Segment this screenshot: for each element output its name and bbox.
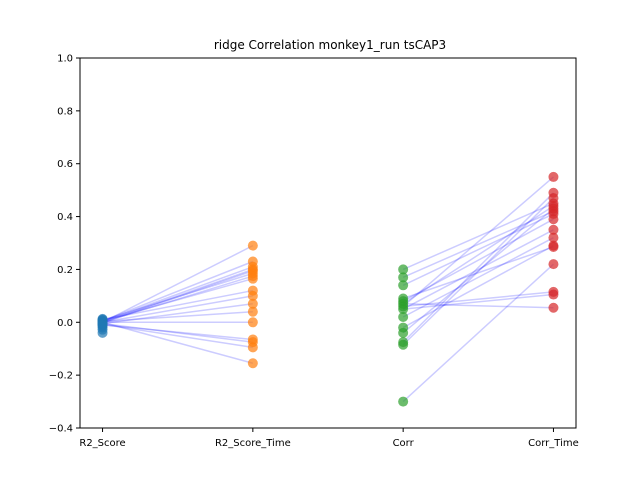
x-tick-label: Corr_Time	[528, 438, 579, 449]
connection-line	[402, 213, 554, 286]
connection-line	[402, 192, 554, 343]
data-point	[548, 171, 559, 182]
connection-line	[102, 321, 254, 364]
connection-line	[403, 291, 554, 308]
data-point	[247, 358, 258, 369]
connection-lines	[102, 176, 554, 403]
connection-line	[402, 218, 554, 302]
data-point	[398, 396, 409, 407]
data-point	[247, 273, 258, 284]
connection-line	[102, 324, 253, 341]
y-tick-label: −0.2	[49, 371, 73, 382]
connection-line	[102, 268, 254, 323]
connection-line	[102, 275, 254, 324]
connection-line	[402, 246, 554, 300]
connection-line	[102, 272, 254, 321]
y-tick-label: 0.6	[57, 159, 73, 170]
y-axis: −0.4 −0.2 0.0 0.2 0.4 0.6 0.8 1.0	[49, 54, 80, 435]
y-tick-label: 0.4	[57, 212, 73, 223]
data-point	[398, 312, 409, 322]
y-tick-label: 0.8	[57, 106, 73, 117]
connection-line	[402, 197, 554, 346]
chart-title: ridge Correlation monkey1_run tsCAP3	[214, 38, 446, 52]
data-point	[247, 290, 258, 301]
data-points	[97, 171, 559, 407]
y-tick-label: −0.4	[49, 424, 73, 435]
data-point	[548, 289, 559, 300]
data-point	[247, 306, 258, 317]
x-tick-label: R2_Score_Time	[215, 438, 291, 449]
connection-line	[102, 277, 254, 322]
data-point	[548, 214, 559, 225]
connection-line	[402, 229, 554, 310]
connection-line	[102, 260, 254, 322]
connection-line	[102, 295, 253, 324]
x-tick-label: Corr	[393, 438, 415, 449]
data-point	[398, 327, 409, 338]
y-tick-label: 0.2	[57, 265, 73, 276]
data-point	[548, 302, 559, 313]
connection-line	[402, 210, 554, 279]
data-point	[398, 272, 409, 283]
y-tick-label: 1.0	[57, 54, 73, 65]
connection-line	[402, 244, 554, 329]
x-axis: R2_Score R2_Score_Time Corr Corr_Time	[79, 428, 579, 449]
connection-line	[102, 289, 253, 321]
data-point	[247, 342, 258, 353]
data-point	[548, 241, 559, 252]
data-point	[548, 259, 559, 270]
data-point	[247, 298, 258, 309]
plot-frame	[79, 57, 577, 429]
connection-line	[403, 293, 554, 310]
data-point	[398, 304, 409, 315]
connection-line	[102, 266, 254, 323]
data-point	[247, 317, 258, 328]
connection-line	[402, 202, 554, 271]
data-point	[398, 264, 409, 275]
data-point	[548, 224, 559, 235]
connection-line	[403, 303, 554, 309]
connection-line	[402, 263, 554, 403]
y-tick-label: 0.0	[57, 318, 73, 329]
connection-line	[102, 322, 253, 343]
data-point	[398, 339, 409, 350]
connection-line	[102, 244, 254, 323]
connection-line	[402, 237, 554, 318]
data-point	[548, 232, 559, 243]
connection-line	[102, 270, 254, 324]
connection-line	[102, 323, 253, 349]
connection-line	[402, 205, 554, 305]
data-point	[97, 327, 108, 338]
data-point	[247, 240, 258, 251]
connection-line	[402, 176, 554, 307]
x-tick-label: R2_Score	[79, 438, 125, 449]
data-point	[398, 280, 409, 291]
connection-line	[402, 208, 554, 334]
connection-line	[102, 310, 253, 323]
connection-line	[102, 303, 253, 325]
